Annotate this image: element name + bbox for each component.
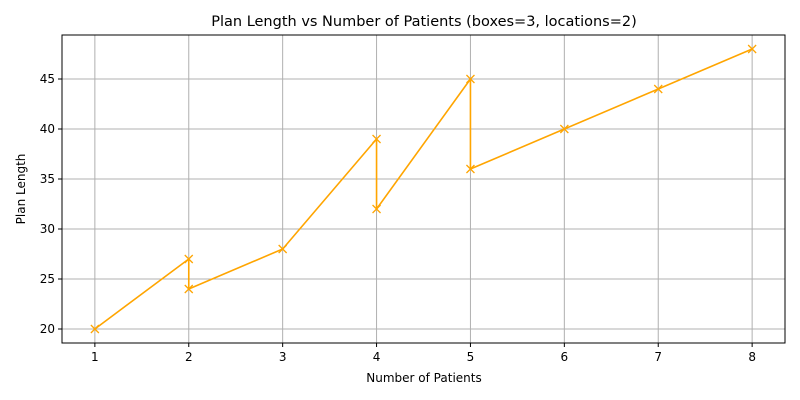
y-tick-label: 25 [40, 272, 55, 286]
series-line [94, 48, 753, 330]
y-tick-label: 35 [40, 172, 55, 186]
y-tick-label: 30 [40, 222, 55, 236]
x-tick-label: 3 [279, 350, 287, 364]
x-tick-label: 2 [185, 350, 193, 364]
x-axis-label: Number of Patients [366, 371, 481, 385]
data-point-marker [278, 244, 288, 254]
x-tick-label: 7 [654, 350, 662, 364]
x-tick-label: 1 [91, 350, 99, 364]
data-point-marker [465, 164, 475, 174]
data-point-marker [653, 84, 663, 94]
x-tick-label: 4 [373, 350, 381, 364]
y-tick-label: 20 [40, 322, 55, 336]
data-point-marker [559, 124, 569, 134]
y-tick-label: 45 [40, 72, 55, 86]
y-tick-label: 40 [40, 122, 55, 136]
series-layer [90, 44, 757, 334]
data-point-marker [747, 44, 757, 54]
grid [62, 35, 785, 343]
chart-title: Plan Length vs Number of Patients (boxes… [211, 14, 637, 30]
y-axis-label: Plan Length [14, 154, 28, 225]
data-point-marker [372, 134, 382, 144]
x-tick-label: 8 [748, 350, 756, 364]
x-tick-label: 6 [561, 350, 569, 364]
data-point-marker [184, 254, 194, 264]
plot-frame [61, 34, 786, 344]
data-point-marker [90, 324, 100, 334]
x-tick-label: 5 [467, 350, 475, 364]
data-point-marker [465, 74, 475, 84]
data-point-marker [184, 284, 194, 294]
data-point-marker [372, 204, 382, 214]
